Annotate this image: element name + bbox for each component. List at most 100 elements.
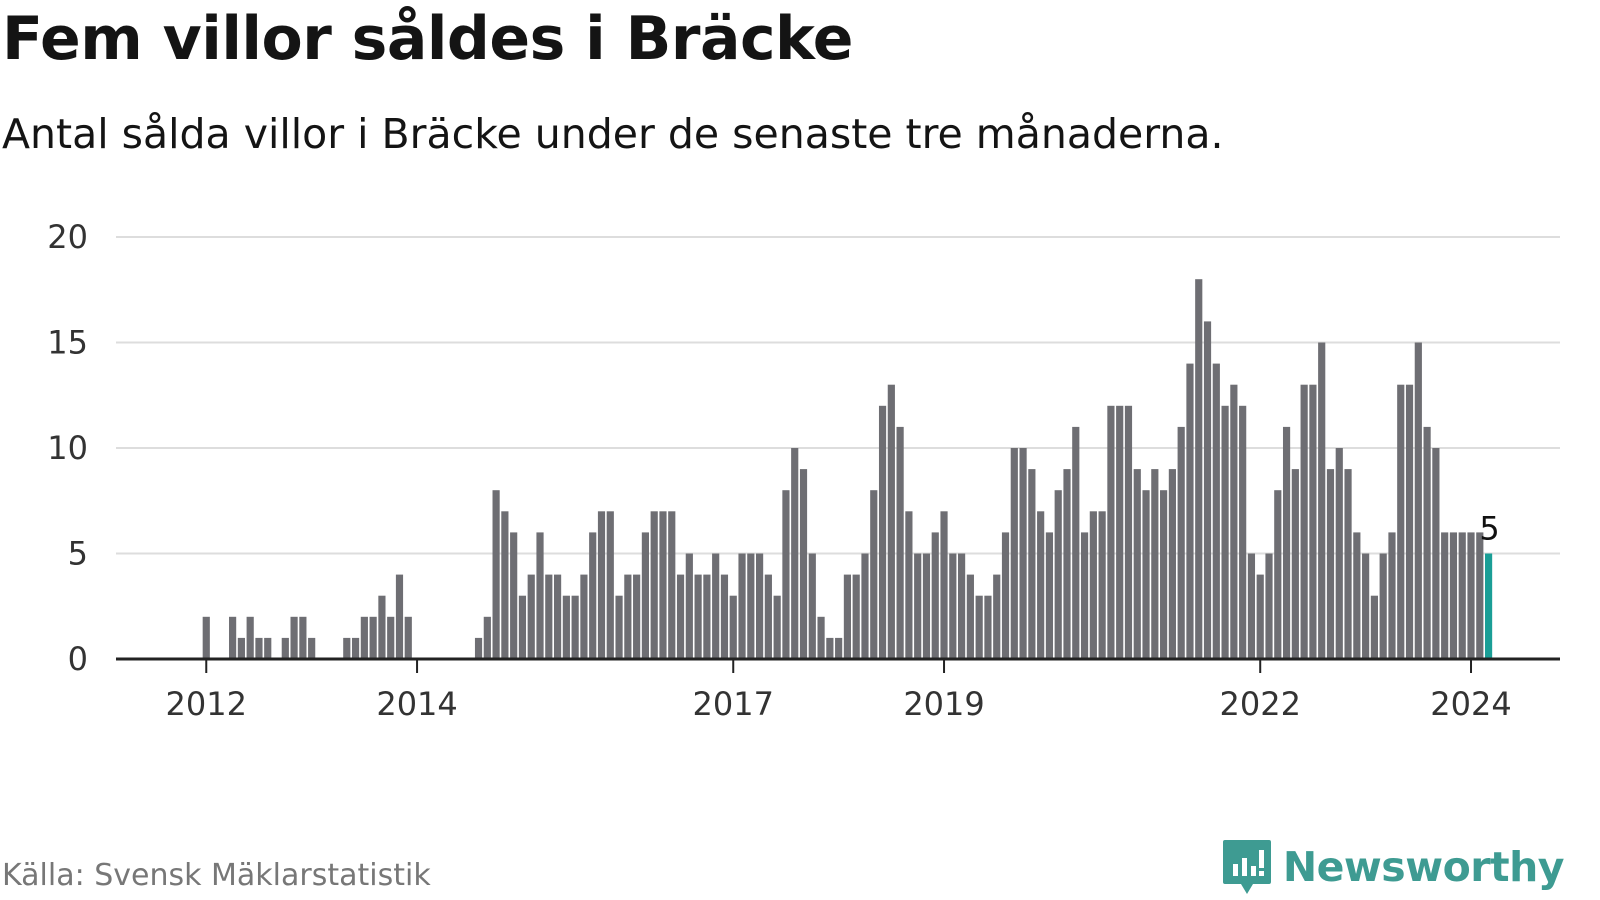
bar	[659, 511, 667, 659]
bar	[1423, 426, 1431, 659]
bar-chart: 0 5 10 15 20 2012 2014 2017 2019 2024 2022 5	[47, 218, 1560, 723]
bar	[369, 616, 377, 659]
bar	[580, 574, 588, 659]
bar	[1116, 405, 1124, 659]
bar	[1186, 363, 1194, 659]
bar	[931, 532, 939, 659]
bar	[782, 490, 790, 659]
bar	[1045, 532, 1054, 659]
bar	[545, 574, 553, 659]
bar	[729, 595, 737, 659]
bar	[264, 637, 272, 659]
bar	[1265, 553, 1273, 659]
bar	[1203, 321, 1212, 659]
bar	[773, 595, 781, 659]
bar	[676, 574, 685, 659]
bar	[1432, 448, 1440, 659]
bar	[518, 595, 527, 659]
brand-logo[interactable]: Newsworthy	[1221, 838, 1565, 896]
bar	[756, 553, 764, 659]
bar	[343, 637, 351, 659]
bar	[887, 384, 895, 659]
bar	[1177, 426, 1185, 659]
bar	[1335, 448, 1343, 659]
bar	[791, 448, 799, 659]
bar	[387, 616, 395, 659]
bar	[1239, 405, 1247, 659]
bar	[1107, 405, 1115, 659]
x-tick-label: 2014	[376, 685, 457, 723]
bar	[281, 637, 289, 659]
newsworthy-logo-icon	[1222, 840, 1271, 894]
bar	[237, 637, 245, 659]
bar	[1274, 490, 1282, 659]
bar	[1063, 469, 1071, 659]
bar	[685, 553, 693, 659]
x-tick-label: 2012	[166, 685, 247, 723]
bar	[1089, 511, 1097, 659]
bar	[1124, 405, 1133, 659]
bar	[1133, 469, 1141, 659]
bar	[202, 616, 210, 659]
bar	[1160, 490, 1168, 659]
bar	[650, 511, 658, 659]
bar	[1414, 342, 1422, 659]
bar	[1142, 490, 1150, 659]
bar	[290, 616, 298, 659]
bar	[975, 595, 983, 659]
y-tick-label: 20	[47, 218, 88, 256]
chart-title: Fem villor såldes i Bräcke	[2, 4, 854, 74]
bar	[571, 595, 579, 659]
bar	[536, 532, 544, 659]
bar	[1230, 384, 1238, 659]
bar	[1362, 553, 1370, 659]
bar	[1300, 384, 1308, 659]
bar	[878, 405, 887, 659]
bar	[861, 553, 869, 659]
bar	[1168, 469, 1176, 659]
bar	[1221, 405, 1229, 659]
bar	[1080, 532, 1089, 659]
y-tick-label: 5	[68, 535, 88, 573]
bar	[1370, 595, 1378, 659]
bar	[246, 616, 254, 659]
bar	[1449, 532, 1458, 659]
bar	[896, 426, 904, 659]
bar	[1212, 363, 1220, 659]
bar	[1344, 469, 1352, 659]
x-tick-label: 2017	[693, 685, 774, 723]
bar	[1282, 426, 1291, 659]
bar	[229, 616, 237, 659]
bar	[589, 532, 597, 659]
bar	[1441, 532, 1449, 659]
y-tick-label: 15	[47, 324, 88, 362]
bar	[835, 637, 843, 659]
bar	[606, 511, 614, 659]
last-value-label: 5	[1479, 510, 1499, 548]
y-tick-label: 10	[47, 429, 88, 467]
bar	[474, 637, 483, 659]
bar	[395, 574, 404, 659]
bar	[553, 574, 562, 659]
bar	[1291, 469, 1299, 659]
bar	[808, 553, 816, 659]
bar	[1326, 469, 1335, 659]
bar	[1467, 532, 1475, 659]
bar	[624, 574, 632, 659]
bar	[1405, 384, 1414, 659]
bar	[527, 574, 535, 659]
bar-highlight	[1484, 553, 1493, 659]
bar	[764, 574, 772, 659]
bar	[510, 532, 518, 659]
bar	[958, 553, 966, 659]
bar	[914, 553, 922, 659]
x-tick-label: 2019	[903, 685, 984, 723]
bar	[615, 595, 623, 659]
bar	[1476, 532, 1484, 659]
bar	[993, 574, 1001, 659]
bar	[1195, 279, 1203, 659]
bar	[308, 637, 316, 659]
bar	[1353, 532, 1361, 659]
bar	[1151, 469, 1159, 659]
bar	[712, 553, 720, 659]
